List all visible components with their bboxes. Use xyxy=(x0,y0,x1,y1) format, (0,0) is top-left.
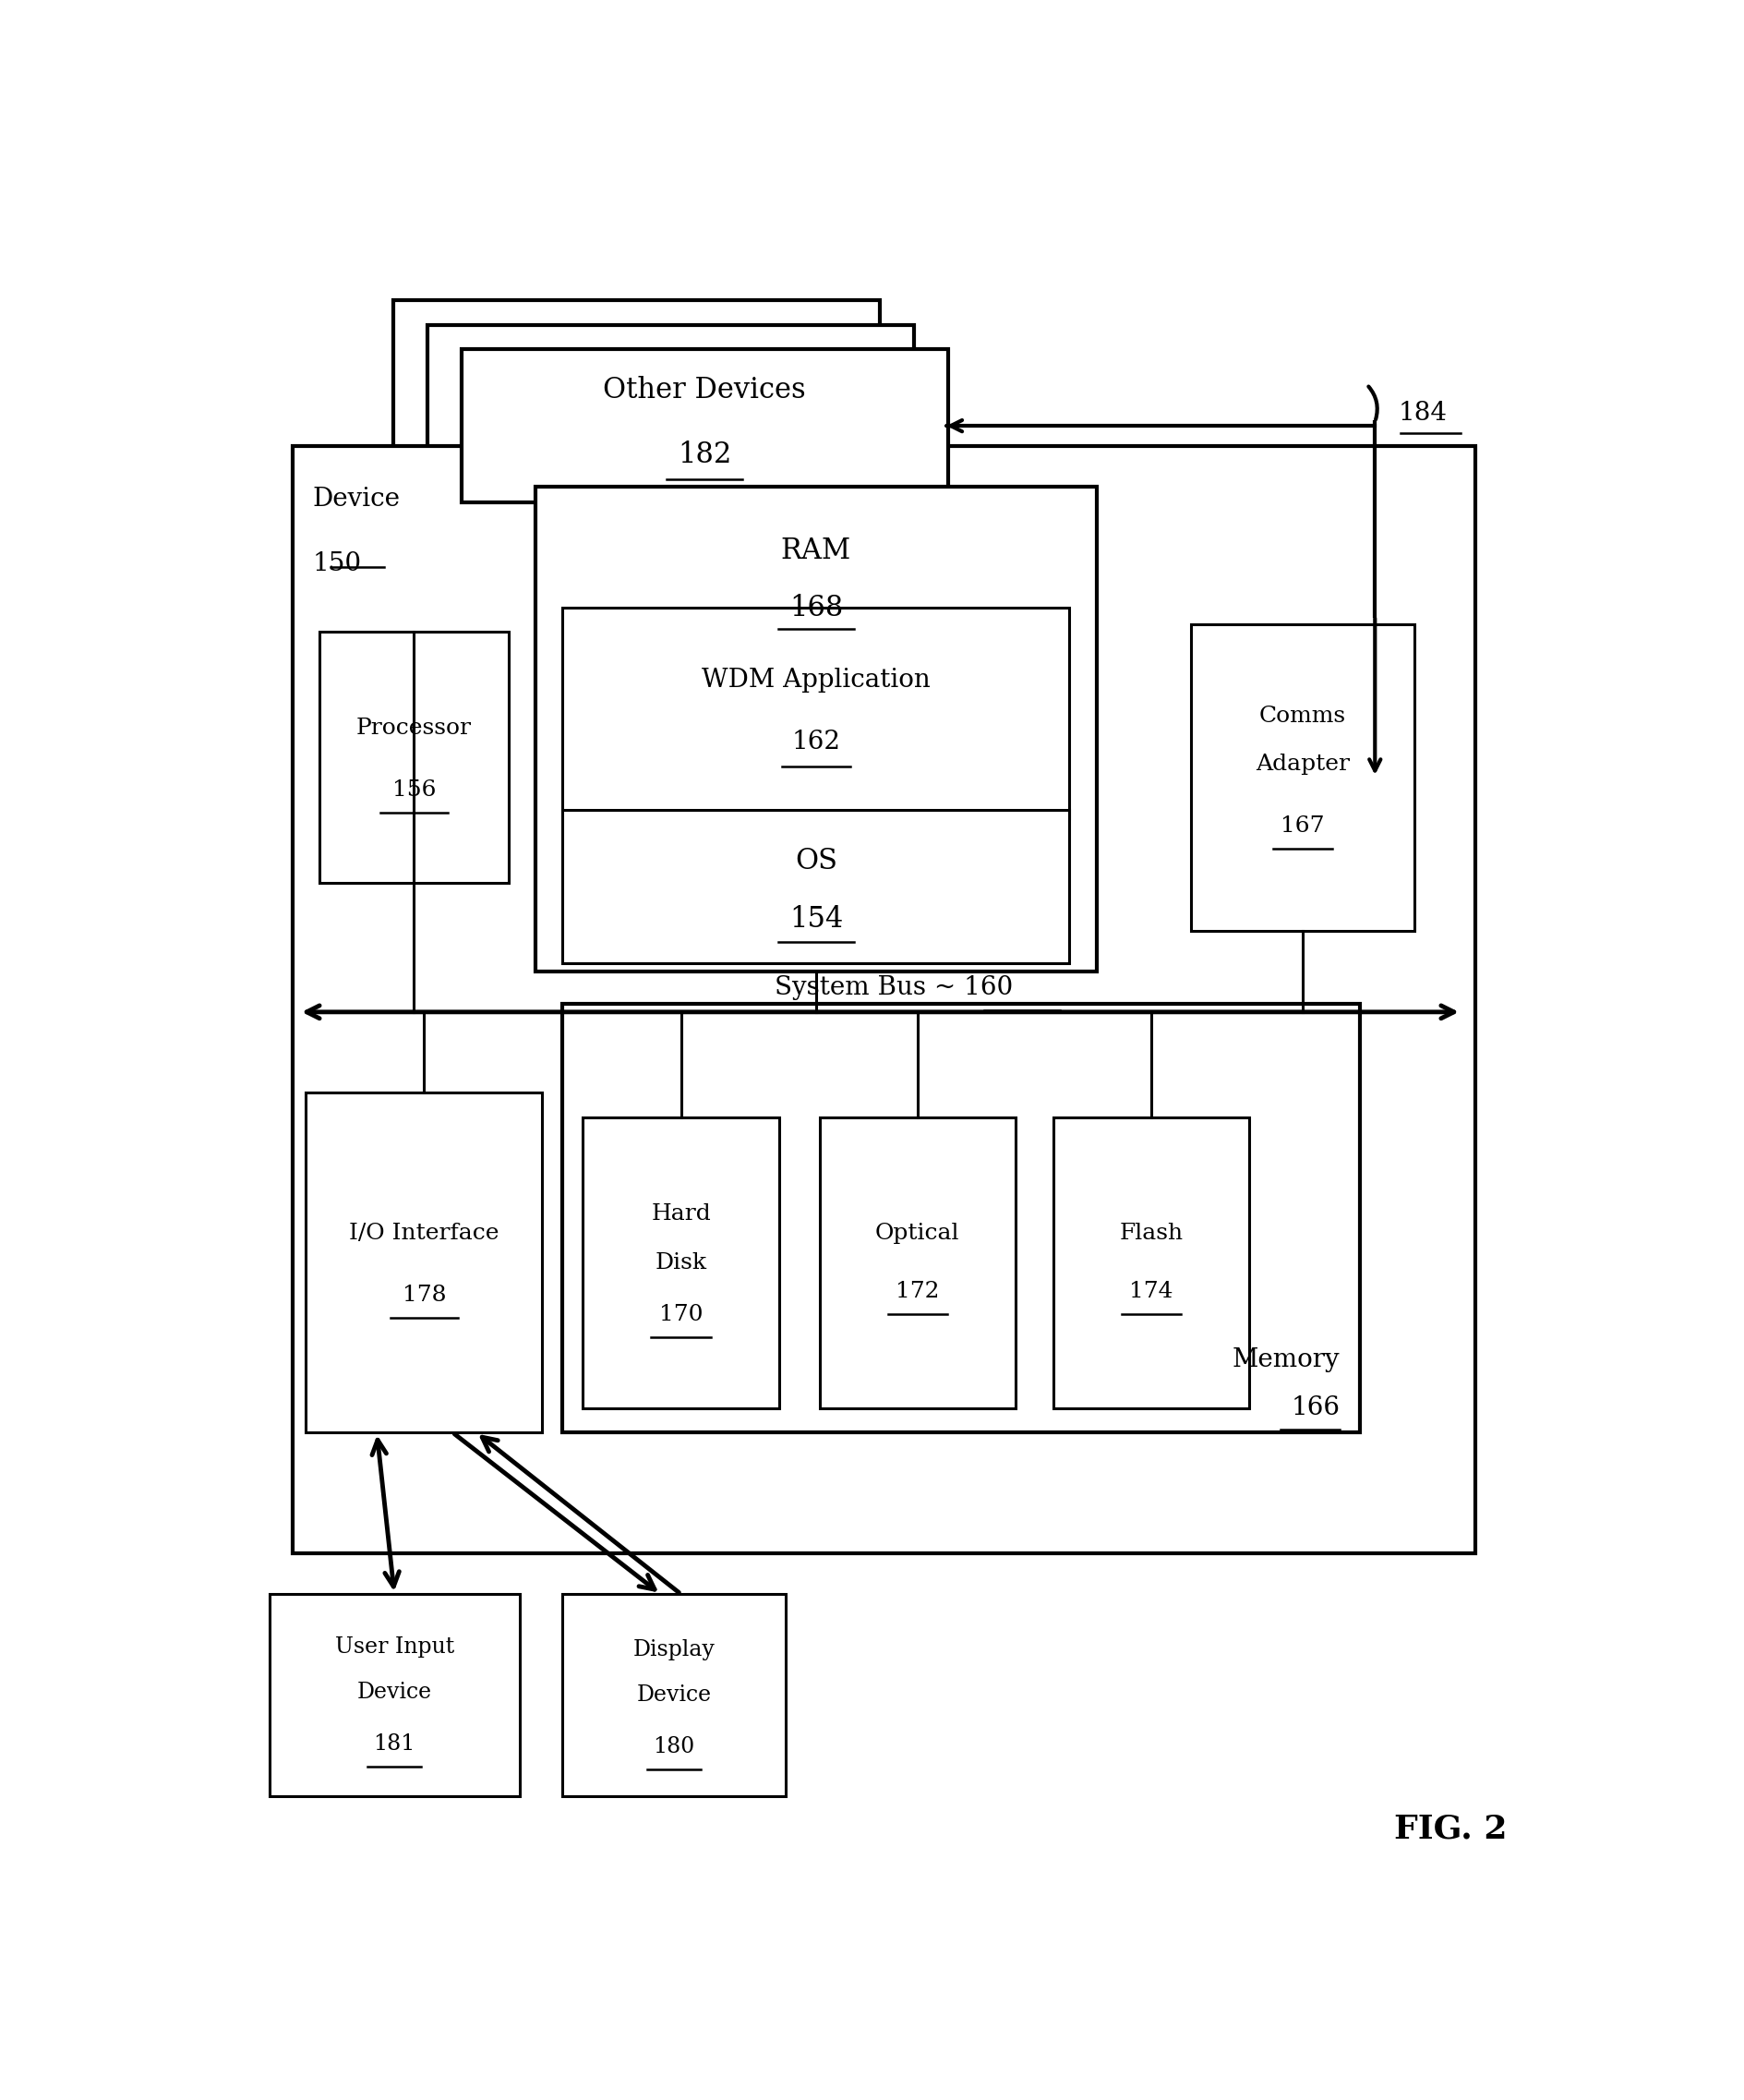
Text: 182: 182 xyxy=(678,441,731,468)
Text: 178: 178 xyxy=(403,1285,446,1306)
Text: 184: 184 xyxy=(1399,401,1448,426)
Text: Processor: Processor xyxy=(356,718,471,739)
Text: 180: 180 xyxy=(654,1737,696,1758)
Text: Other Devices: Other Devices xyxy=(603,376,806,405)
FancyBboxPatch shape xyxy=(427,326,914,479)
Text: RAM: RAM xyxy=(781,538,851,565)
Text: User Input: User Input xyxy=(335,1636,453,1657)
FancyBboxPatch shape xyxy=(563,607,1069,817)
FancyBboxPatch shape xyxy=(394,300,881,454)
Text: Device: Device xyxy=(637,1684,712,1705)
FancyBboxPatch shape xyxy=(305,1092,542,1432)
Text: OS: OS xyxy=(795,846,837,876)
FancyBboxPatch shape xyxy=(563,811,1069,964)
Text: 168: 168 xyxy=(790,594,842,622)
Text: WDM Application: WDM Application xyxy=(701,668,931,693)
Text: 156: 156 xyxy=(392,779,436,800)
Text: 181: 181 xyxy=(373,1732,415,1754)
FancyBboxPatch shape xyxy=(293,445,1475,1554)
FancyBboxPatch shape xyxy=(1053,1117,1249,1409)
FancyBboxPatch shape xyxy=(563,1004,1360,1432)
Text: 162: 162 xyxy=(792,729,841,754)
Text: Hard: Hard xyxy=(651,1203,712,1224)
Text: 166: 166 xyxy=(1291,1396,1339,1420)
Text: Flash: Flash xyxy=(1120,1222,1182,1243)
FancyBboxPatch shape xyxy=(820,1117,1015,1409)
FancyBboxPatch shape xyxy=(563,1594,787,1796)
Text: 174: 174 xyxy=(1130,1281,1174,1302)
FancyBboxPatch shape xyxy=(319,632,509,882)
Text: 172: 172 xyxy=(895,1281,940,1302)
Text: FIG. 2: FIG. 2 xyxy=(1393,1812,1507,1844)
Text: System Bus ~ 160: System Bus ~ 160 xyxy=(774,974,1013,1000)
Text: 167: 167 xyxy=(1280,815,1325,836)
FancyBboxPatch shape xyxy=(582,1117,780,1409)
Text: Device: Device xyxy=(358,1682,433,1703)
FancyBboxPatch shape xyxy=(1191,624,1414,930)
Text: Comms: Comms xyxy=(1259,706,1346,727)
FancyBboxPatch shape xyxy=(535,487,1097,972)
Text: 170: 170 xyxy=(659,1304,703,1325)
Text: 150: 150 xyxy=(312,550,361,575)
Text: I/O Interface: I/O Interface xyxy=(349,1222,499,1243)
FancyBboxPatch shape xyxy=(269,1594,520,1796)
Text: Display: Display xyxy=(633,1640,715,1661)
Text: Memory: Memory xyxy=(1233,1348,1339,1371)
Text: Adapter: Adapter xyxy=(1256,754,1350,775)
Text: Device: Device xyxy=(312,487,401,512)
Text: Disk: Disk xyxy=(656,1252,706,1273)
FancyBboxPatch shape xyxy=(460,349,949,502)
Text: Optical: Optical xyxy=(875,1222,959,1243)
Text: 154: 154 xyxy=(790,905,842,932)
